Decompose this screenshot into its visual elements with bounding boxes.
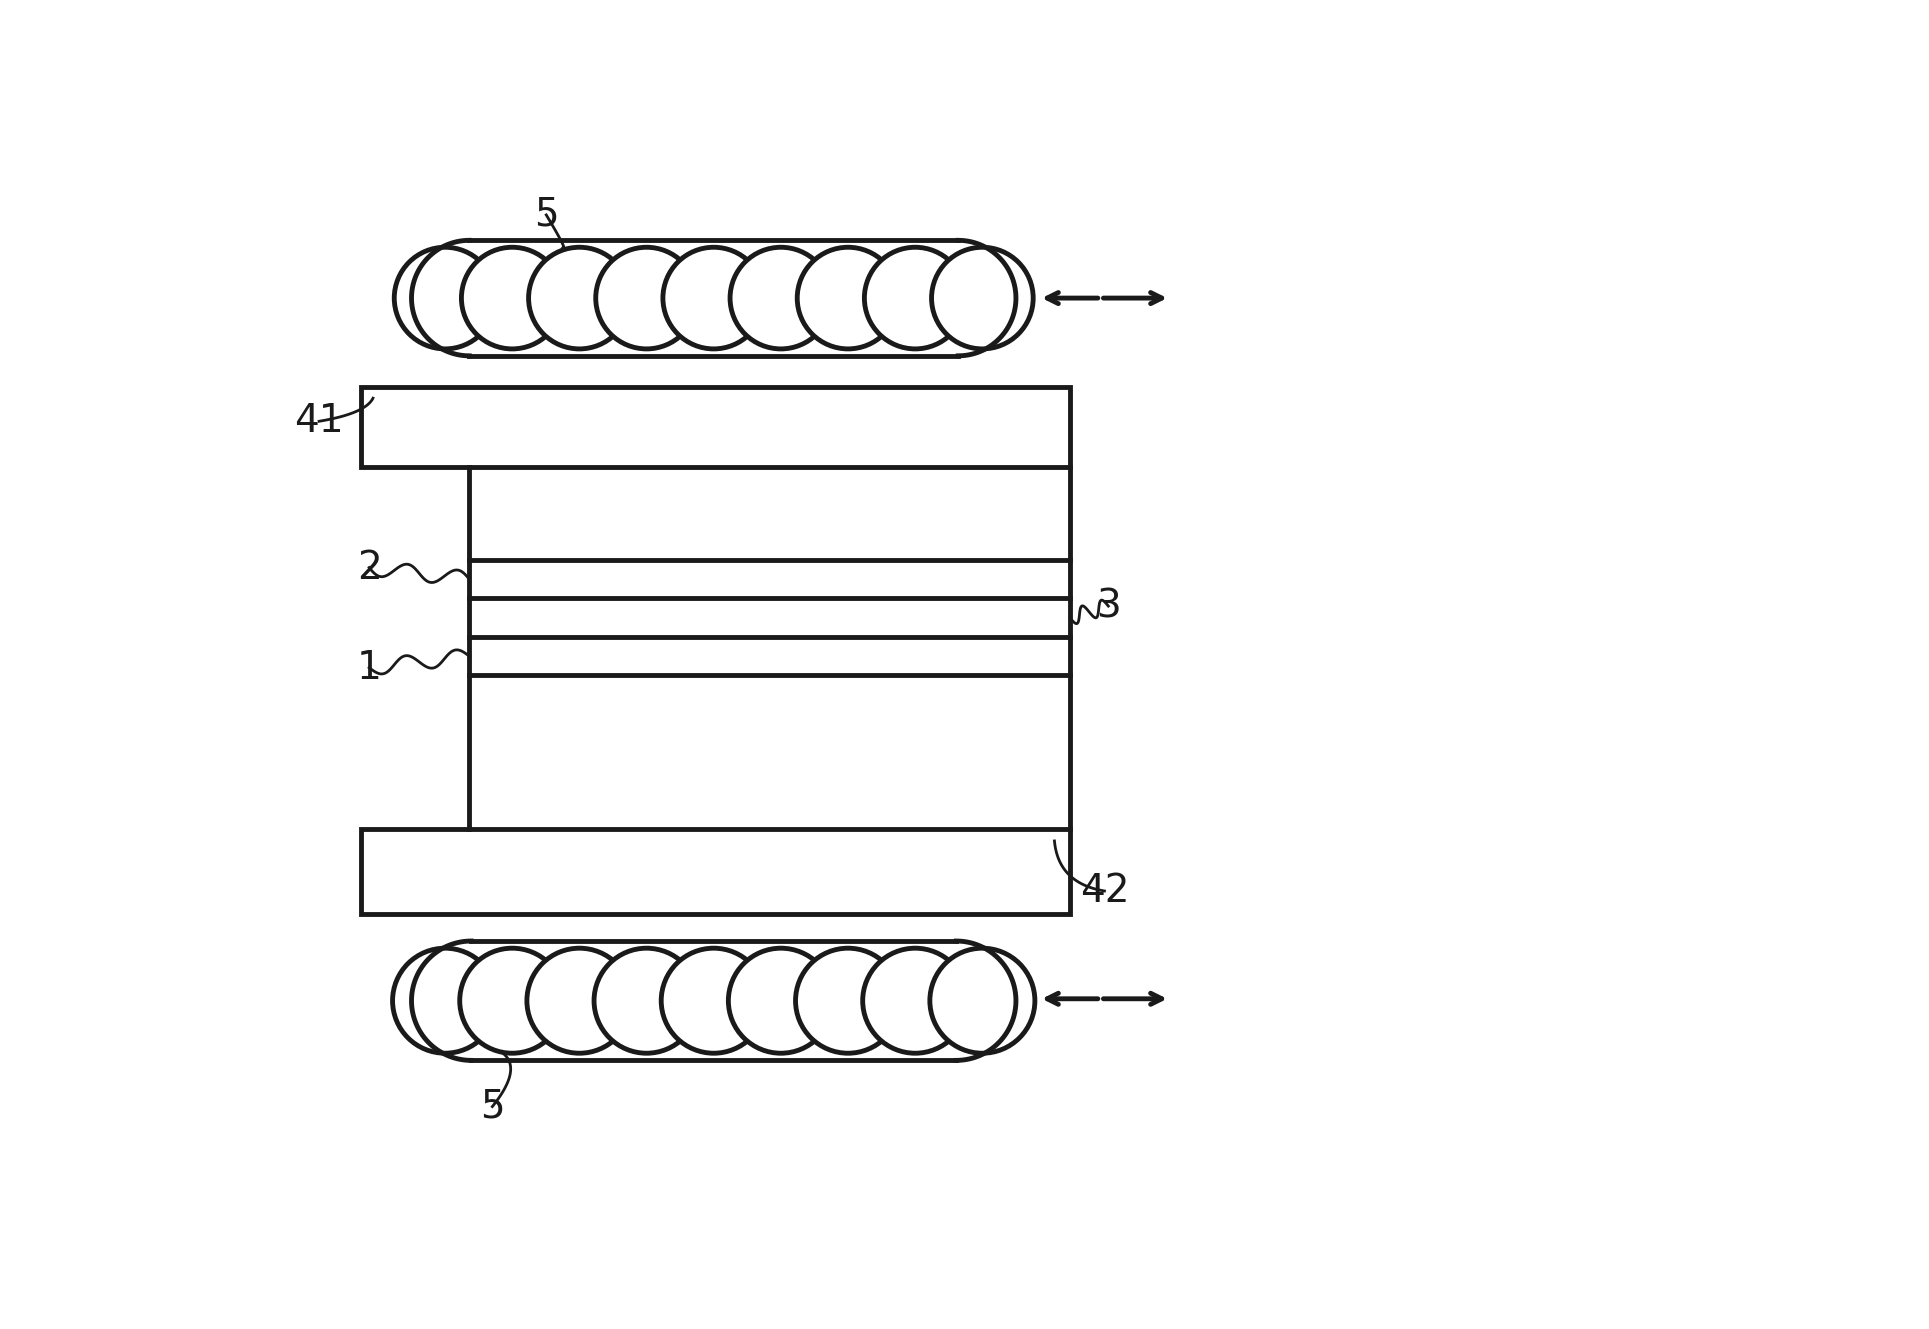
- Circle shape: [664, 247, 764, 350]
- Circle shape: [862, 948, 968, 1053]
- Text: 1: 1: [357, 649, 382, 687]
- Circle shape: [662, 948, 766, 1053]
- Circle shape: [529, 247, 631, 350]
- Bar: [361, 829, 1071, 914]
- Text: 5: 5: [534, 195, 559, 234]
- Circle shape: [394, 948, 498, 1053]
- Circle shape: [461, 247, 563, 350]
- Circle shape: [527, 948, 633, 1053]
- Circle shape: [795, 948, 901, 1053]
- Circle shape: [394, 247, 496, 350]
- Bar: [361, 387, 1071, 468]
- Circle shape: [729, 247, 831, 350]
- Text: 42: 42: [1080, 872, 1128, 910]
- Text: 2: 2: [357, 549, 382, 586]
- Circle shape: [594, 948, 698, 1053]
- Circle shape: [864, 247, 966, 350]
- Circle shape: [797, 247, 899, 350]
- Text: 5: 5: [480, 1087, 505, 1126]
- Text: 41: 41: [295, 403, 343, 440]
- Text: 3: 3: [1096, 587, 1121, 625]
- Circle shape: [932, 247, 1034, 350]
- Circle shape: [729, 948, 833, 1053]
- Circle shape: [459, 948, 565, 1053]
- Circle shape: [930, 948, 1034, 1053]
- Circle shape: [596, 247, 698, 350]
